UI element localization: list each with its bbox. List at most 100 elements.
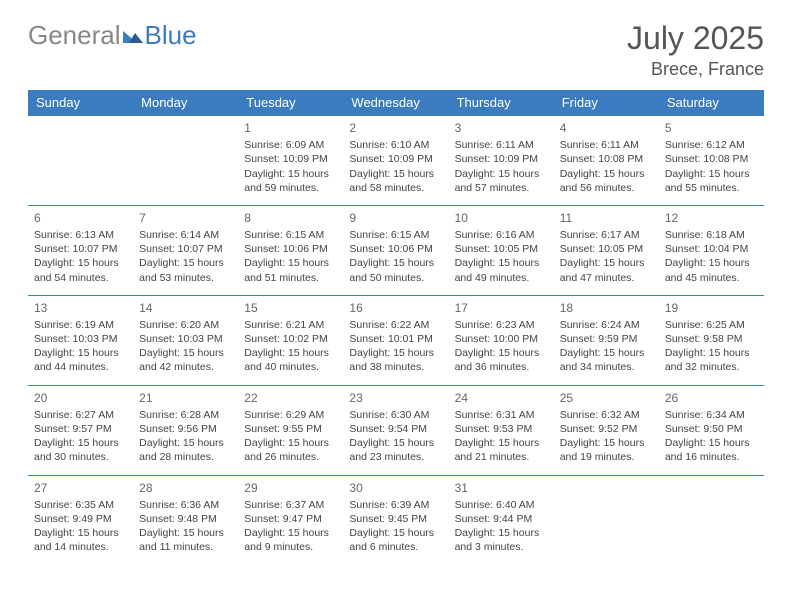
day-number: 6 (34, 210, 127, 226)
calendar-row: 1Sunrise: 6:09 AMSunset: 10:09 PMDayligh… (28, 116, 764, 206)
sunset-line: Sunset: 10:09 PM (244, 152, 337, 166)
daylight-line: Daylight: 15 hours and 32 minutes. (665, 346, 758, 374)
calendar-table: Sunday Monday Tuesday Wednesday Thursday… (28, 90, 764, 564)
daylight-line: Daylight: 15 hours and 9 minutes. (244, 526, 337, 554)
day-number: 11 (560, 210, 653, 226)
day-header: Thursday (449, 90, 554, 116)
sunset-line: Sunset: 9:44 PM (455, 512, 548, 526)
sunrise-line: Sunrise: 6:37 AM (244, 498, 337, 512)
day-number: 23 (349, 390, 442, 406)
sunset-line: Sunset: 10:03 PM (34, 332, 127, 346)
sunset-line: Sunset: 9:54 PM (349, 422, 442, 436)
logo: General Blue (28, 20, 197, 51)
calendar-cell: 31Sunrise: 6:40 AMSunset: 9:44 PMDayligh… (449, 475, 554, 564)
calendar-row: 20Sunrise: 6:27 AMSunset: 9:57 PMDayligh… (28, 385, 764, 475)
day-number: 9 (349, 210, 442, 226)
day-number: 15 (244, 300, 337, 316)
calendar-cell: 18 Sunrise: 6:24 AMSunset: 9:59 PMDayligh… (554, 295, 659, 385)
daylight-line: Daylight: 15 hours and 45 minutes. (665, 256, 758, 284)
day-number: 18 (560, 300, 653, 316)
daylight-line: Daylight: 15 hours and 34 minutes. (560, 346, 653, 374)
calendar-cell: 4 Sunrise: 6:11 AMSunset: 10:08 PMDayligh… (554, 116, 659, 206)
calendar-cell: 30Sunrise: 6:39 AMSunset: 9:45 PMDayligh… (343, 475, 448, 564)
day-number: 27 (34, 480, 127, 496)
calendar-cell (133, 116, 238, 206)
day-number: 13 (34, 300, 127, 316)
calendar-cell: 19Sunrise: 6:25 AMSunset: 9:58 PMDayligh… (659, 295, 764, 385)
daylight-line: Daylight: 15 hours and 23 minutes. (349, 436, 442, 464)
calendar-cell: 14Sunrise: 6:20 AMSunset: 10:03 PMDaylig… (133, 295, 238, 385)
calendar-cell: 8Sunrise: 6:15 AMSunset: 10:06 PMDayligh… (238, 205, 343, 295)
day-header: Friday (554, 90, 659, 116)
calendar-cell: 22Sunrise: 6:29 AMSunset: 9:55 PMDayligh… (238, 385, 343, 475)
logo-text-general: General (28, 20, 121, 51)
sunset-line: Sunset: 9:47 PM (244, 512, 337, 526)
day-number: 29 (244, 480, 337, 496)
day-number: 10 (455, 210, 548, 226)
day-number: 17 (455, 300, 548, 316)
daylight-line: Daylight: 15 hours and 14 minutes. (34, 526, 127, 554)
day-number: 19 (665, 300, 758, 316)
sunrise-line: Sunrise: 6:35 AM (34, 498, 127, 512)
sunrise-line: Sunrise: 6:21 AM (244, 318, 337, 332)
daylight-line: Daylight: 15 hours and 50 minutes. (349, 256, 442, 284)
calendar-cell: 27Sunrise: 6:35 AMSunset: 9:49 PMDayligh… (28, 475, 133, 564)
sunset-line: Sunset: 9:50 PM (665, 422, 758, 436)
calendar-cell: 7Sunrise: 6:14 AMSunset: 10:07 PMDayligh… (133, 205, 238, 295)
sunrise-line: Sunrise: 6:11 AM (560, 138, 653, 152)
day-number: 20 (34, 390, 127, 406)
daylight-line: Daylight: 15 hours and 56 minutes. (560, 167, 653, 195)
daylight-line: Daylight: 15 hours and 19 minutes. (560, 436, 653, 464)
calendar-cell: 9Sunrise: 6:15 AMSunset: 10:06 PMDayligh… (343, 205, 448, 295)
sunset-line: Sunset: 10:08 PM (560, 152, 653, 166)
sunset-line: Sunset: 10:07 PM (34, 242, 127, 256)
sunset-line: Sunset: 10:08 PM (665, 152, 758, 166)
calendar-row: 6 Sunrise: 6:13 AMSunset: 10:07 PM Dayligh… (28, 205, 764, 295)
calendar-cell (554, 475, 659, 564)
sunset-line: Sunset: 9:56 PM (139, 422, 232, 436)
calendar-cell: 29 Sunrise: 6:37 AMSunset: 9:47 PMDayligh… (238, 475, 343, 564)
calendar-cell: 5 Sunrise: 6:12 AMSunset: 10:08 PMDayligh… (659, 116, 764, 206)
sunrise-line: Sunrise: 6:15 AM (349, 228, 442, 242)
calendar-cell: 15Sunrise: 6:21 AMSunset: 10:02 PMDaylig… (238, 295, 343, 385)
day-header: Wednesday (343, 90, 448, 116)
day-number: 30 (349, 480, 442, 496)
sunrise-line: Sunrise: 6:22 AM (349, 318, 442, 332)
sunrise-line: Sunrise: 6:19 AM (34, 318, 127, 332)
calendar-row: 13Sunrise: 6:19 AMSunset: 10:03 PMDaylig… (28, 295, 764, 385)
day-number: 1 (244, 120, 337, 136)
sunset-line: Sunset: 10:05 PM (455, 242, 548, 256)
sunset-line: Sunset: 10:05 PM (560, 242, 653, 256)
daylight-line: Daylight: 15 hours and 16 minutes. (665, 436, 758, 464)
daylight-line: Daylight: 15 hours and 21 minutes. (455, 436, 548, 464)
daylight-line: Daylight: 15 hours and 55 minutes. (665, 167, 758, 195)
sunset-line: Sunset: 10:03 PM (139, 332, 232, 346)
sunrise-line: Sunrise: 6:24 AM (560, 318, 653, 332)
sunset-line: Sunset: 9:55 PM (244, 422, 337, 436)
day-number: 24 (455, 390, 548, 406)
sunset-line: Sunset: 10:01 PM (349, 332, 442, 346)
day-header: Monday (133, 90, 238, 116)
sunrise-line: Sunrise: 6:13 AM (34, 228, 127, 242)
daylight-line: Daylight: 15 hours and 3 minutes. (455, 526, 548, 554)
sunrise-line: Sunrise: 6:31 AM (455, 408, 548, 422)
day-number: 5 (665, 120, 758, 136)
calendar-cell: 21Sunrise: 6:28 AMSunset: 9:56 PMDayligh… (133, 385, 238, 475)
sunrise-line: Sunrise: 6:10 AM (349, 138, 442, 152)
day-number: 4 (560, 120, 653, 136)
day-number: 26 (665, 390, 758, 406)
calendar-cell: 3Sunrise: 6:11 AMSunset: 10:09 PMDayligh… (449, 116, 554, 206)
day-number: 8 (244, 210, 337, 226)
sunrise-line: Sunrise: 6:12 AM (665, 138, 758, 152)
sunrise-line: Sunrise: 6:29 AM (244, 408, 337, 422)
sunset-line: Sunset: 9:59 PM (560, 332, 653, 346)
sunset-line: Sunset: 10:04 PM (665, 242, 758, 256)
day-number: 16 (349, 300, 442, 316)
sunset-line: Sunset: 10:09 PM (349, 152, 442, 166)
day-header: Sunday (28, 90, 133, 116)
sunrise-line: Sunrise: 6:27 AM (34, 408, 127, 422)
calendar-cell: 25Sunrise: 6:32 AMSunset: 9:52 PMDayligh… (554, 385, 659, 475)
calendar-cell: 10Sunrise: 6:16 AMSunset: 10:05 PMDaylig… (449, 205, 554, 295)
sunset-line: Sunset: 10:02 PM (244, 332, 337, 346)
title-block: July 2025 Brece, France (627, 20, 764, 80)
